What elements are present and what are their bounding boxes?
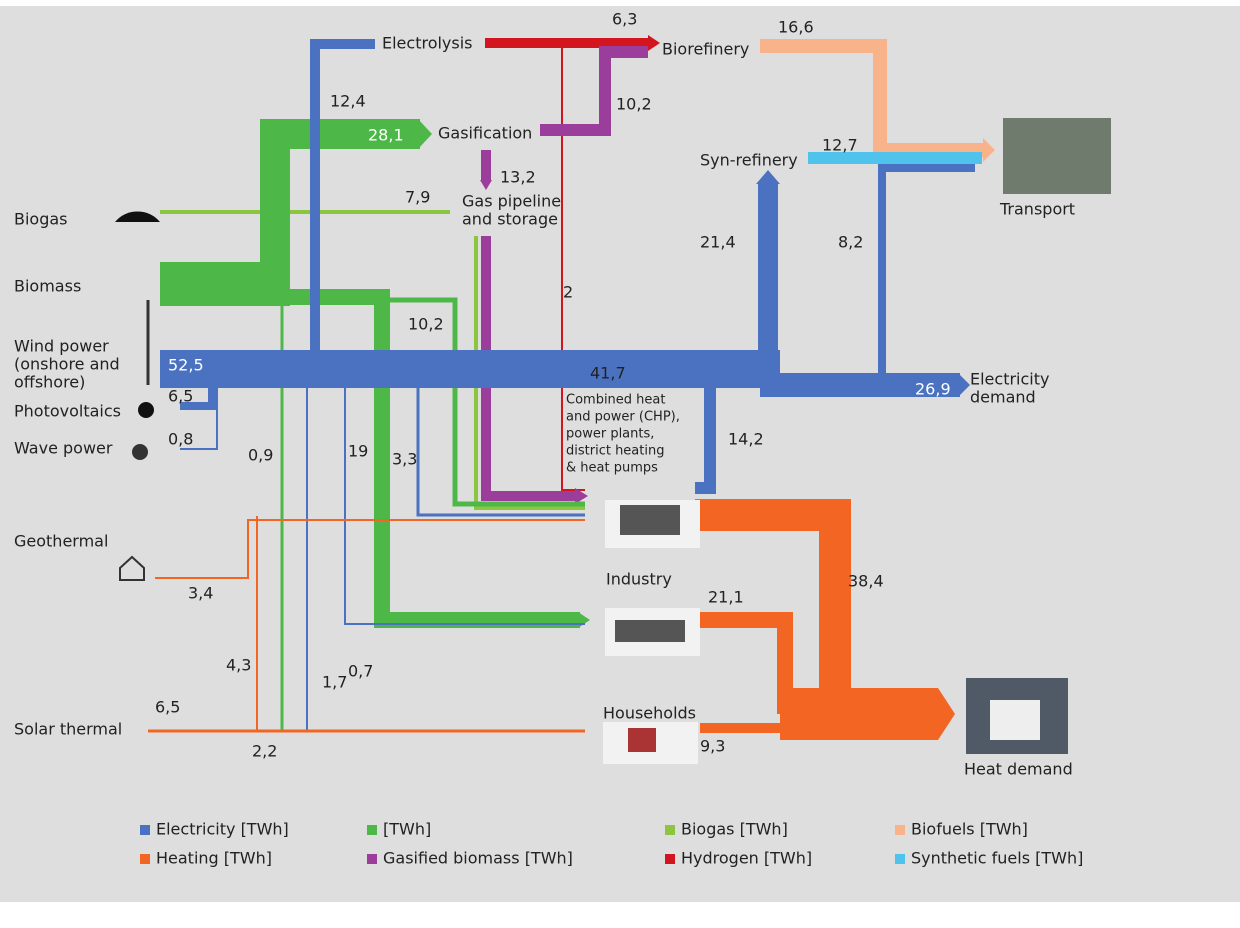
- node-label: demand: [970, 388, 1036, 407]
- legend-swatch: [367, 825, 377, 835]
- flow-label: 2: [563, 283, 573, 302]
- flow-label: 13,2: [500, 168, 536, 187]
- node-label: (onshore and: [14, 355, 120, 374]
- node-label: Households: [603, 704, 696, 723]
- legend-swatch: [895, 854, 905, 864]
- flow-label: 6,3: [612, 10, 637, 29]
- flow-label: 14,2: [728, 430, 764, 449]
- node-label: Electrolysis: [382, 34, 473, 53]
- legend-label: Biogas [TWh]: [681, 820, 788, 839]
- legend-swatch: [665, 854, 675, 864]
- flow-label: 41,7: [590, 364, 626, 383]
- node-label: power plants,: [566, 427, 654, 442]
- node-label: Transport: [999, 200, 1075, 219]
- flow-label: 21,1: [708, 588, 744, 607]
- flow-label: 3,3: [392, 450, 417, 469]
- node-label: Biogas: [14, 210, 68, 229]
- legend-label: Biofuels [TWh]: [911, 820, 1028, 839]
- flow-label: 26,9: [915, 380, 951, 399]
- node-label: Wave power: [14, 439, 113, 458]
- flow-label: 6,5: [155, 698, 180, 717]
- legend-label: Heating [TWh]: [156, 849, 272, 868]
- node-label: Geothermal: [14, 532, 108, 551]
- node-label: district heating: [566, 444, 664, 459]
- legend-swatch: [140, 825, 150, 835]
- flow-label: 12,4: [330, 92, 366, 111]
- flow-label: 3,4: [188, 584, 213, 603]
- flow-label: 4,3: [226, 656, 251, 675]
- flow-label: 19: [348, 442, 368, 461]
- legend-swatch: [140, 854, 150, 864]
- node-label: and power (CHP),: [566, 410, 680, 425]
- flow-label: 28,1: [368, 126, 404, 145]
- node-label: Gas pipeline: [462, 192, 561, 211]
- node-label: Wind power: [14, 337, 109, 356]
- flow-label: 1,7: [322, 673, 347, 692]
- flow-label: 8,2: [838, 233, 863, 252]
- node-label: and storage: [462, 210, 558, 229]
- node-label: Biorefinery: [662, 40, 749, 59]
- flow-label: 6,5: [168, 387, 193, 406]
- flow-label: 2,2: [252, 742, 277, 761]
- legend-label: Synthetic fuels [TWh]: [911, 849, 1083, 868]
- node-label: Heat demand: [964, 760, 1073, 779]
- legend-swatch: [367, 854, 377, 864]
- legend-label: [TWh]: [383, 820, 431, 839]
- node-label: offshore): [14, 373, 85, 392]
- flow-label: 38,4: [848, 572, 884, 591]
- legend-swatch: [665, 825, 675, 835]
- node-label: Gasification: [438, 124, 532, 143]
- node-label: Electricity: [970, 370, 1049, 389]
- flow-label: 21,4: [700, 233, 736, 252]
- legend-label: Gasified biomass [TWh]: [383, 849, 573, 868]
- node-label: Biomass: [14, 277, 81, 296]
- labels: Electrolysis Biorefinery Gasification Gas p…: [14, 10, 1083, 868]
- flow-label: 12,7: [822, 136, 858, 155]
- flow-label: 10,2: [408, 315, 444, 334]
- node-label: & heat pumps: [566, 461, 658, 476]
- legend-label: Hydrogen [TWh]: [681, 849, 812, 868]
- flow-label: 9,3: [700, 737, 725, 756]
- flows: [148, 35, 995, 740]
- node-label: Industry: [606, 570, 672, 589]
- flow-label: 0,8: [168, 430, 193, 449]
- node-label: Combined heat: [566, 393, 665, 408]
- icons: [115, 118, 1111, 764]
- node-label: Solar thermal: [14, 720, 122, 739]
- flow-label: 0,9: [248, 446, 273, 465]
- flow-label: 16,6: [778, 18, 814, 37]
- flow-label: 7,9: [405, 188, 430, 207]
- node-label: Syn-refinery: [700, 151, 798, 170]
- flow-label: 0,7: [348, 662, 373, 681]
- flow-label: 10,2: [616, 95, 652, 114]
- legend-label: Electricity [TWh]: [156, 820, 289, 839]
- node-label: Photovoltaics: [14, 402, 121, 421]
- flow-label: 52,5: [168, 356, 204, 375]
- legend-swatch: [895, 825, 905, 835]
